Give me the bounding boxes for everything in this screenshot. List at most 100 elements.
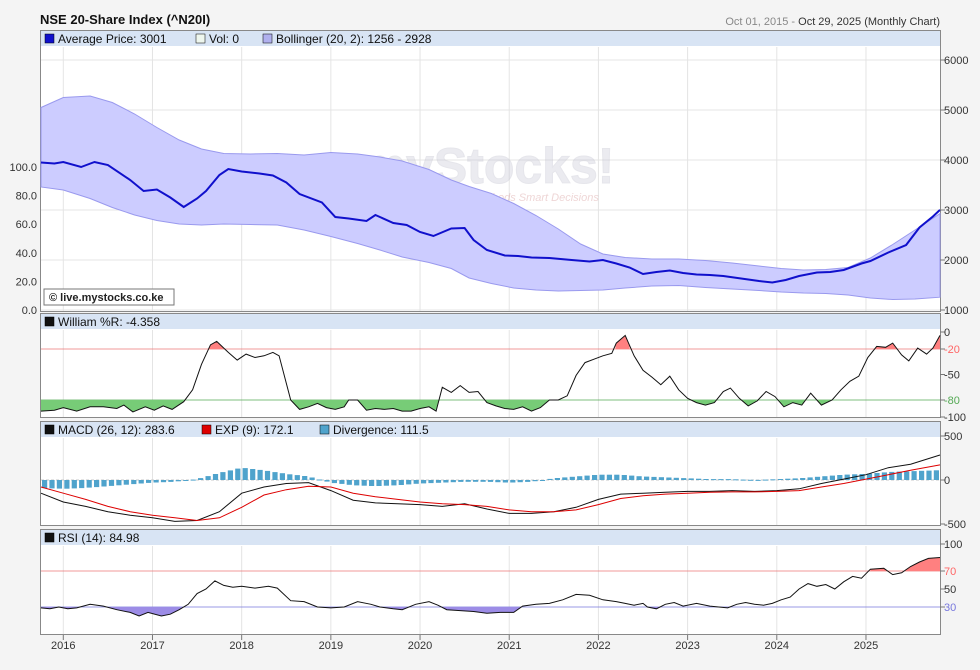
divergence-bar bbox=[562, 477, 568, 480]
chart-title: NSE 20-Share Index (^N20I) bbox=[40, 12, 210, 27]
divergence-bar bbox=[413, 480, 419, 484]
wr-overbought-area bbox=[875, 343, 898, 349]
left-tick-label-80.0: 80.0 bbox=[16, 191, 37, 203]
legend-div: Divergence: 111.5 bbox=[333, 423, 429, 437]
bollinger-band bbox=[40, 95, 941, 301]
x-tick-label-2020: 2020 bbox=[408, 640, 432, 652]
divergence-bar bbox=[666, 477, 672, 480]
x-tick-label-2022: 2022 bbox=[586, 640, 610, 652]
divergence-bar bbox=[354, 480, 360, 486]
divergence-bar bbox=[435, 480, 442, 483]
divergence-bar bbox=[532, 480, 538, 482]
divergence-bar bbox=[190, 479, 196, 481]
right-tick-label-6000: 6000 bbox=[944, 55, 968, 67]
divergence-bar bbox=[651, 476, 657, 480]
divergence-bar bbox=[859, 474, 865, 480]
divergence-bar bbox=[844, 474, 850, 480]
divergence-bar bbox=[465, 480, 471, 482]
rsi-legend: RSI (14): 84.98 bbox=[41, 530, 940, 545]
legend-swatch-macd bbox=[44, 424, 55, 435]
williams-line bbox=[40, 334, 941, 413]
range-end: Oct 29, 2025 bbox=[798, 16, 861, 28]
wr-oversold-area bbox=[742, 400, 757, 406]
divergence-bar bbox=[146, 480, 152, 483]
divergence-bar bbox=[302, 476, 308, 480]
right-tick-label-3000: 3000 bbox=[944, 205, 968, 217]
volume-left-axis: 0.0 20.0 40.0 60.0 80.0 100.0 bbox=[9, 162, 37, 317]
williams-fill bbox=[41, 335, 940, 412]
wr-oversold-area bbox=[41, 400, 184, 412]
divergence-bar bbox=[658, 477, 664, 480]
rsi-line bbox=[40, 557, 941, 617]
left-tick-label-40.0: 40.0 bbox=[16, 248, 37, 260]
date-range: Oct 01, 2015 - Oct 29, 2025 (Monthly Cha… bbox=[725, 16, 940, 28]
macd-axis: 500 0 -500 bbox=[940, 431, 966, 531]
divergence-bar bbox=[346, 480, 352, 485]
x-tick-label-2016: 2016 bbox=[51, 640, 75, 652]
wr-tick-label--20: -20 bbox=[944, 344, 960, 356]
exp-line bbox=[40, 464, 941, 522]
divergence-bar bbox=[539, 480, 546, 481]
price-legend: Average Price: 3001 Vol: 0 Bollinger (20… bbox=[41, 31, 940, 46]
divergence-bar bbox=[762, 479, 769, 481]
divergence-bar bbox=[220, 472, 226, 480]
divergence-bar bbox=[131, 480, 137, 485]
left-tick-label-20.0: 20.0 bbox=[16, 276, 37, 288]
divergence-bar bbox=[919, 470, 925, 480]
divergence-bar bbox=[933, 470, 939, 480]
rsi-tick-label-30: 30 bbox=[944, 602, 956, 614]
divergence-bar bbox=[376, 480, 382, 486]
legend-rsi: RSI (14): 84.98 bbox=[58, 531, 140, 545]
legend-swatch-vol bbox=[195, 33, 206, 44]
range-start: Oct 01, 2015 bbox=[725, 16, 788, 28]
legend-swatch-exp bbox=[201, 424, 212, 435]
divergence-bar bbox=[554, 478, 560, 480]
divergence-bar bbox=[160, 480, 167, 483]
divergence-bar bbox=[495, 480, 501, 483]
divergence-bar bbox=[740, 479, 746, 481]
divergence-bar bbox=[391, 480, 397, 486]
copyright-text: © live.mystocks.co.ke bbox=[49, 292, 164, 304]
divergence-bar bbox=[725, 479, 731, 481]
divergence-bar bbox=[696, 478, 702, 480]
macd-legend: MACD (26, 12): 283.6 EXP (9): 172.1 Dive… bbox=[41, 422, 940, 437]
divergence-bar bbox=[510, 480, 516, 483]
divergence-bar bbox=[710, 479, 717, 481]
range-note: (Monthly Chart) bbox=[864, 16, 940, 28]
williams-legend: William %R: -4.358 bbox=[41, 314, 940, 329]
left-tick-label-0.0: 0.0 bbox=[22, 305, 37, 317]
divergence-bar bbox=[421, 480, 427, 484]
wr-oversold-area bbox=[485, 400, 550, 411]
x-tick-label-2023: 2023 bbox=[675, 640, 699, 652]
divergence-bar bbox=[324, 480, 330, 482]
divergence-bar bbox=[317, 479, 323, 481]
copyright-box: © live.mystocks.co.ke bbox=[43, 288, 175, 306]
divergence-bar bbox=[94, 480, 100, 488]
divergence-bar bbox=[822, 476, 828, 480]
macd-tick-label-0: 0 bbox=[944, 475, 950, 487]
divergence-bar bbox=[770, 479, 776, 481]
divergence-bar bbox=[369, 480, 375, 486]
macd-legend-bg bbox=[41, 422, 940, 437]
divergence-bar bbox=[250, 469, 256, 480]
divergence-bar bbox=[525, 480, 531, 482]
williams-axis: 0 -20 -50 -80 -100 bbox=[940, 327, 966, 424]
copyright-box-bg bbox=[43, 288, 175, 306]
divergence-bar bbox=[458, 480, 464, 482]
divergence-bar bbox=[644, 476, 650, 480]
divergence-bar bbox=[108, 480, 115, 486]
divergence-bar bbox=[777, 479, 783, 480]
rsi-tick-label-70: 70 bbox=[944, 566, 956, 578]
divergence-bar bbox=[681, 478, 687, 480]
right-tick-label-1000: 1000 bbox=[944, 305, 968, 317]
divergence-bar bbox=[339, 480, 345, 484]
rsi-fill bbox=[41, 557, 940, 616]
divergence-bar bbox=[64, 480, 70, 489]
rsi-oversold-area bbox=[442, 607, 521, 614]
divergence-bar bbox=[294, 475, 300, 480]
divergence-bar bbox=[257, 469, 263, 480]
divergence-bar bbox=[361, 480, 367, 486]
divergence-bar bbox=[450, 480, 456, 483]
divergence-bar bbox=[487, 480, 494, 482]
